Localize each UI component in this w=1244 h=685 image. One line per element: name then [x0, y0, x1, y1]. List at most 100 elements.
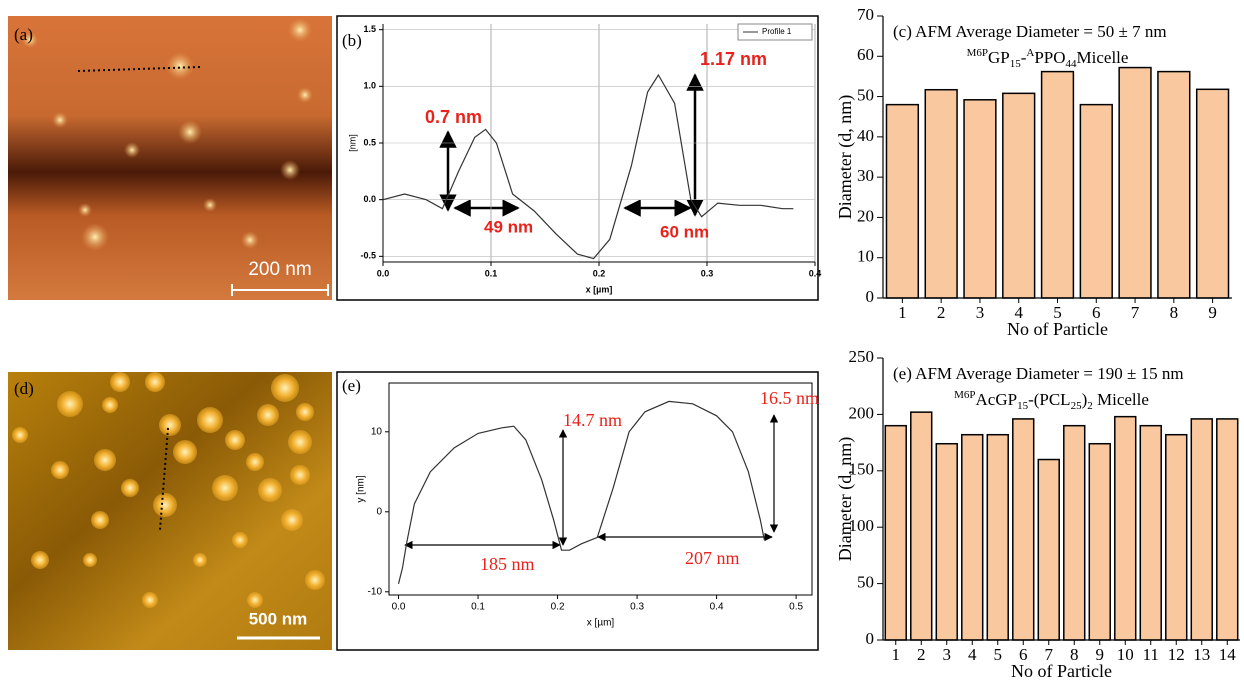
bar [964, 100, 996, 298]
annotation: 207 nm [685, 548, 740, 568]
y-axis-label: Diameter (d, nm) [835, 95, 856, 219]
y-tick-label: 50 [857, 85, 874, 104]
scale-bar-label: 500 nm [249, 609, 308, 628]
bar [925, 90, 957, 298]
y-tick-label: 40 [857, 126, 874, 145]
annotation: 14.7 nm [563, 410, 622, 430]
subtitle-part: 15 [1017, 400, 1029, 412]
y-tick-label: 20 [857, 206, 874, 225]
page: 200 nm (a) 500 nm (d) 0.0 0.1 0.2 0.3 0.4 -0.… [0, 0, 1244, 685]
chart-title: (c) AFM Average Diameter = 50 ± 7 nm [893, 22, 1167, 41]
y-tick-label: 50 [857, 573, 874, 592]
bar [1064, 426, 1085, 640]
y-tick-label: 0 [866, 629, 875, 648]
y-tick-label: 200 [849, 403, 875, 422]
x-tick-label: 1 [898, 303, 907, 322]
bar [1217, 419, 1238, 640]
y-axis-label: Diameter (d, nm) [835, 437, 856, 561]
x-axis-label: x [µm] [587, 618, 615, 629]
subtitle-part: -(PCL [1028, 390, 1071, 409]
y-tick-label: 250 [849, 347, 875, 366]
x-tick-label: 10 [1117, 645, 1134, 664]
subtitle-part: PPO [1034, 48, 1065, 67]
y-tick-label: 0.5 [363, 137, 376, 147]
y-tick-label: 1.5 [363, 24, 376, 34]
y-tick-label: 0 [866, 287, 875, 306]
y-tick-label: -0.5 [360, 251, 376, 261]
x-axis-label: No of Particle [1011, 661, 1112, 681]
x-tick-label: 3 [943, 645, 952, 664]
x-tick-label: 0.1 [485, 268, 498, 278]
subtitle-part: Micelle [1093, 390, 1149, 409]
chart-subtitle: M6PGP15-APPO44Micelle [967, 47, 1129, 70]
y-axis-label: [nm] [347, 134, 357, 152]
afm-image-d: 500 nm (d) [8, 372, 332, 650]
annotation: 1.17 nm [700, 49, 767, 69]
y-tick-label: 30 [857, 166, 874, 185]
y-tick-label: 70 [857, 5, 874, 24]
y-tick-label: 1.0 [363, 81, 376, 91]
x-tick-label: 0.2 [593, 268, 606, 278]
x-tick-label: 2 [917, 645, 926, 664]
x-tick-label: 0.5 [789, 602, 803, 613]
y-axis-label: y [nm] [356, 475, 367, 502]
y-tick-label: -10 [368, 586, 383, 597]
chart-title: (e) AFM Average Diameter = 190 ± 15 nm [893, 364, 1184, 383]
x-tick-label: 0.3 [701, 268, 714, 278]
panel-label: (a) [14, 25, 33, 44]
figure: 200 nm (a) 500 nm (d) 0.0 0.1 0.2 0.3 0.4 -0.… [0, 0, 1244, 685]
subtitle-part: M6P [967, 47, 988, 59]
y-tick-label: 0.0 [363, 194, 376, 204]
x-tick-label: 0.0 [377, 268, 390, 278]
x-tick-label: 0.4 [710, 602, 724, 613]
bar [886, 105, 918, 298]
bar [1080, 105, 1112, 298]
subtitle-part: A [1026, 47, 1034, 59]
panel-label: (d) [14, 379, 34, 398]
bar [1089, 444, 1110, 640]
bar [1119, 68, 1151, 298]
x-tick-label: 8 [1170, 303, 1179, 322]
subtitle-part: AcGP [976, 390, 1018, 409]
x-tick-label: 3 [976, 303, 985, 322]
bar [1013, 419, 1034, 640]
bar [885, 426, 906, 640]
bar [936, 444, 957, 640]
bar [1003, 93, 1035, 298]
bar [1042, 72, 1074, 298]
x-tick-label: 0.0 [392, 602, 406, 613]
subtitle-part: GP [988, 48, 1010, 67]
annotation: 0.7 nm [425, 107, 482, 127]
chart-subtitle: M6PAcGP15-(PCL25)2 Micelle [954, 389, 1149, 412]
subtitle-part: M6P [954, 389, 975, 401]
arrows-e [405, 415, 774, 545]
x-tick-label: 2 [937, 303, 946, 322]
y-tick-label: 10 [371, 426, 383, 437]
y-tick-label: 0 [376, 506, 382, 517]
bar [1038, 460, 1059, 640]
bar [1191, 419, 1212, 640]
legend-label: Profile 1 [762, 27, 792, 36]
x-axis-label: x [µm] [586, 284, 613, 294]
x-tick-label: 11 [1143, 645, 1159, 664]
x-tick-label: 7 [1131, 303, 1140, 322]
subtitle-part: 25 [1071, 400, 1083, 412]
x-tick-label: 4 [968, 645, 977, 664]
x-tick-label: 0.2 [551, 602, 565, 613]
x-tick-label: 9 [1208, 303, 1217, 322]
bar [1166, 435, 1187, 640]
bar [987, 435, 1008, 640]
x-tick-label: 13 [1193, 645, 1210, 664]
arrows-b [448, 75, 695, 215]
bar [1115, 417, 1136, 640]
subtitle-part: 44 [1066, 58, 1078, 70]
y-tick-label: 10 [857, 247, 874, 266]
x-axis-label: No of Particle [1007, 319, 1108, 339]
profile-line [383, 75, 793, 259]
annotation: 185 nm [480, 554, 535, 574]
annotation: 49 nm [484, 217, 533, 236]
scale-bar-label: 200 nm [248, 259, 311, 280]
x-tick-label: 14 [1219, 645, 1237, 664]
x-tick-label: 0.3 [630, 602, 644, 613]
bar [962, 435, 983, 640]
